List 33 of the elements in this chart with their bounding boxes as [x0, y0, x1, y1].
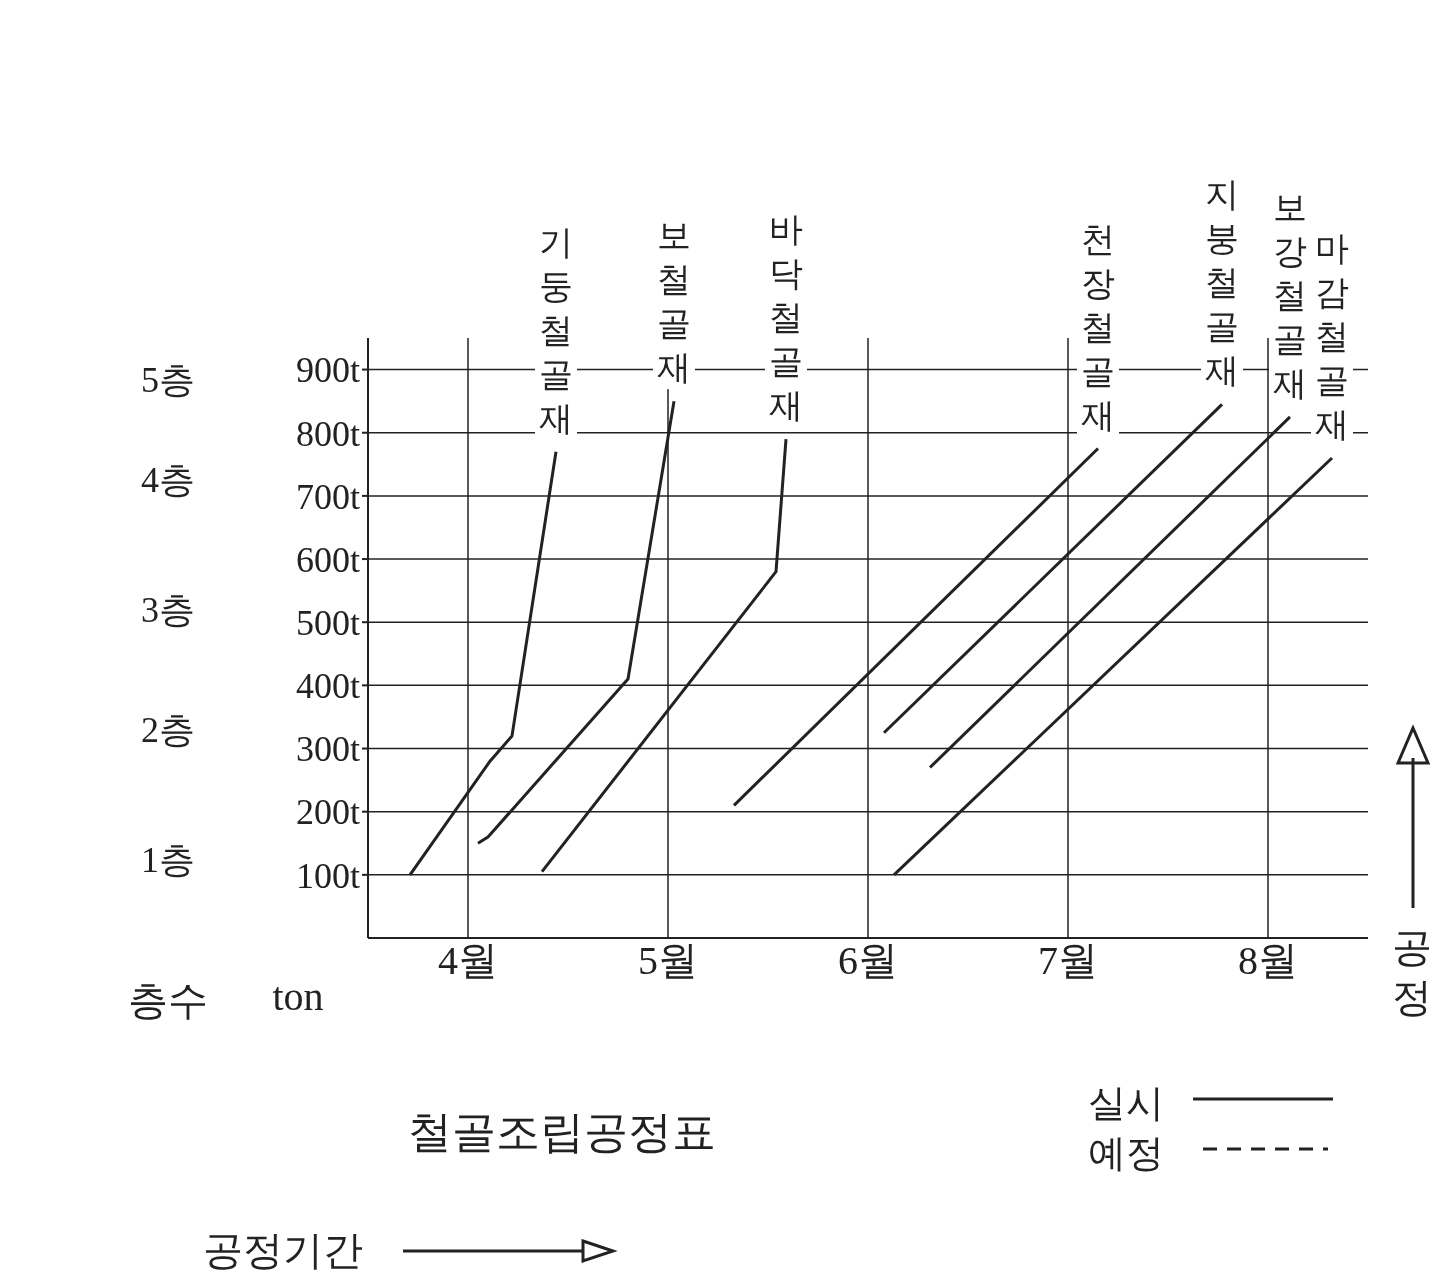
- y-tick-label: 100t: [295, 855, 360, 896]
- series-label: 기둥철골재: [539, 223, 573, 437]
- text: 5층: [140, 359, 196, 402]
- series-label: 바닥철골재: [769, 211, 803, 425]
- x-tick-label: 8월: [1238, 938, 1298, 984]
- text: 층수: [127, 977, 209, 1025]
- y-tick-label: 700t: [295, 476, 360, 517]
- text: 4층: [140, 459, 196, 502]
- text: 3층: [140, 589, 196, 632]
- text: 공정: [1391, 924, 1433, 1022]
- x-tick-label: 6월: [838, 938, 898, 984]
- y-tick-label: 600t: [295, 539, 360, 580]
- y-tick-label: 400t: [295, 666, 360, 707]
- text: 1층: [140, 839, 196, 882]
- series-label: 천장철골재: [1081, 220, 1115, 434]
- text: 예정: [1088, 1131, 1164, 1176]
- series-label: 보강철골재: [1273, 188, 1307, 402]
- text: 철골조립공정표: [408, 1107, 716, 1159]
- y-tick-label: 300t: [295, 729, 360, 770]
- x-tick-label: 5월: [638, 938, 698, 984]
- text: 실시: [1088, 1081, 1164, 1126]
- y-tick-label: 500t: [295, 602, 360, 643]
- y-tick-label: 900t: [295, 350, 360, 391]
- series-label: 보철골재: [657, 217, 691, 387]
- y-tick-label: 800t: [295, 413, 360, 454]
- y-tick-label: 200t: [295, 792, 360, 833]
- series-label: 마감철골재: [1315, 230, 1349, 443]
- text: ton: [271, 973, 325, 1020]
- text: 공정기간: [203, 1227, 363, 1275]
- text: 2층: [140, 709, 196, 752]
- series-label: 지붕철골재: [1205, 176, 1239, 390]
- x-tick-label: 7월: [1038, 938, 1098, 984]
- x-tick-label: 4월: [438, 938, 498, 984]
